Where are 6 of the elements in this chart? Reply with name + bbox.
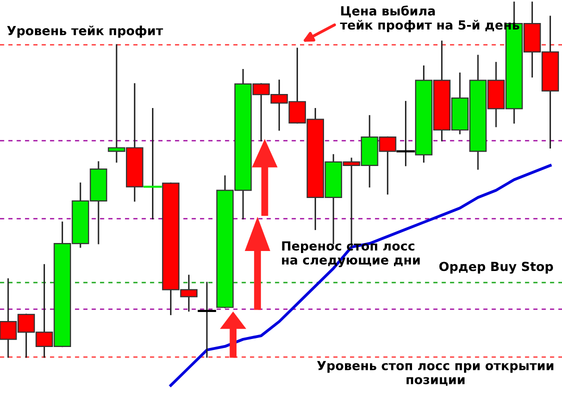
candlestick: [396, 100, 415, 166]
candlestick: [144, 108, 162, 220]
ref-line-label: Уровень тейк профит: [7, 26, 164, 38]
ref-line-label: Уровень стоп лосс при открытии позиции: [317, 360, 554, 386]
ref-line-label: Ордер Buy Stop: [439, 262, 554, 274]
candlestick: [198, 282, 216, 358]
